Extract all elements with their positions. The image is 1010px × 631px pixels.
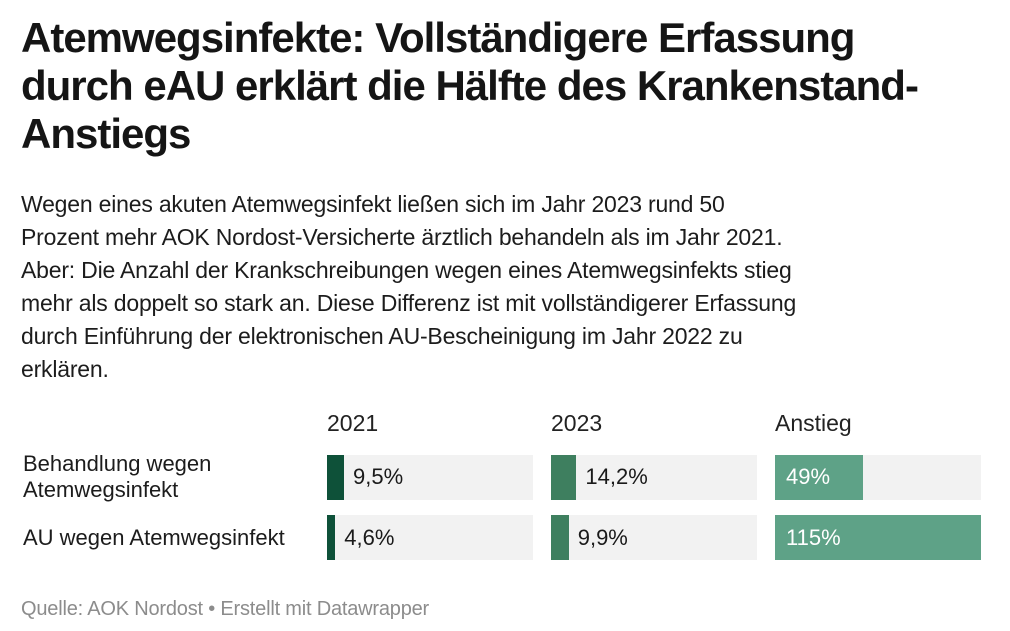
bar-fill — [775, 454, 863, 500]
row-label: Behandlung wegen Atemwegsinfekt — [23, 451, 212, 502]
bar-fill — [327, 515, 336, 560]
column-header-2023: 2023 — [551, 410, 603, 436]
bar-track: 115% — [775, 515, 981, 560]
source-prefix-label: Quelle: — [21, 598, 83, 620]
bar-fill — [775, 515, 981, 560]
chart-description: Wegen eines akuten Atemwegsinfekt ließen… — [21, 191, 797, 382]
datawrapper-attribution-link[interactable]: Erstellt mit Datawrapper — [220, 598, 430, 620]
bar-track: 9,5% — [327, 454, 533, 500]
footer-separator: • — [208, 598, 216, 620]
row-label: AU wegen Atemwegsinfekt — [23, 524, 285, 550]
bar-track: 49% — [775, 454, 981, 500]
bar-track: 14,2% — [551, 454, 757, 500]
source-name: AOK Nordost — [87, 598, 203, 620]
column-header-2021: 2021 — [327, 410, 379, 436]
bar-value-label: 14,2% — [585, 464, 648, 489]
column-header-spacer — [21, 437, 309, 439]
bar-track: 9,9% — [551, 515, 757, 560]
column-header-anstieg: Anstieg — [775, 410, 852, 436]
bar-value-label: 115% — [786, 524, 841, 550]
bar-table: 2021 2023 Anstieg Behandlung wegen Atemw… — [21, 410, 981, 560]
bar-fill — [551, 454, 577, 500]
bar-value-label: 4,6% — [344, 524, 395, 550]
bar-value-label: 49% — [786, 464, 831, 489]
bar-value-label: 9,9% — [577, 524, 628, 550]
chart-footer: Quelle: AOK Nordost • Erstellt mit Dataw… — [21, 598, 981, 621]
bar-fill — [327, 454, 345, 500]
bar-track: 4,6% — [327, 515, 533, 560]
bar-value-label: 9,5% — [353, 464, 404, 489]
chart-title: Atemwegsinfekte: Vollständigere Erfassun… — [21, 14, 919, 157]
bar-fill — [551, 515, 569, 560]
